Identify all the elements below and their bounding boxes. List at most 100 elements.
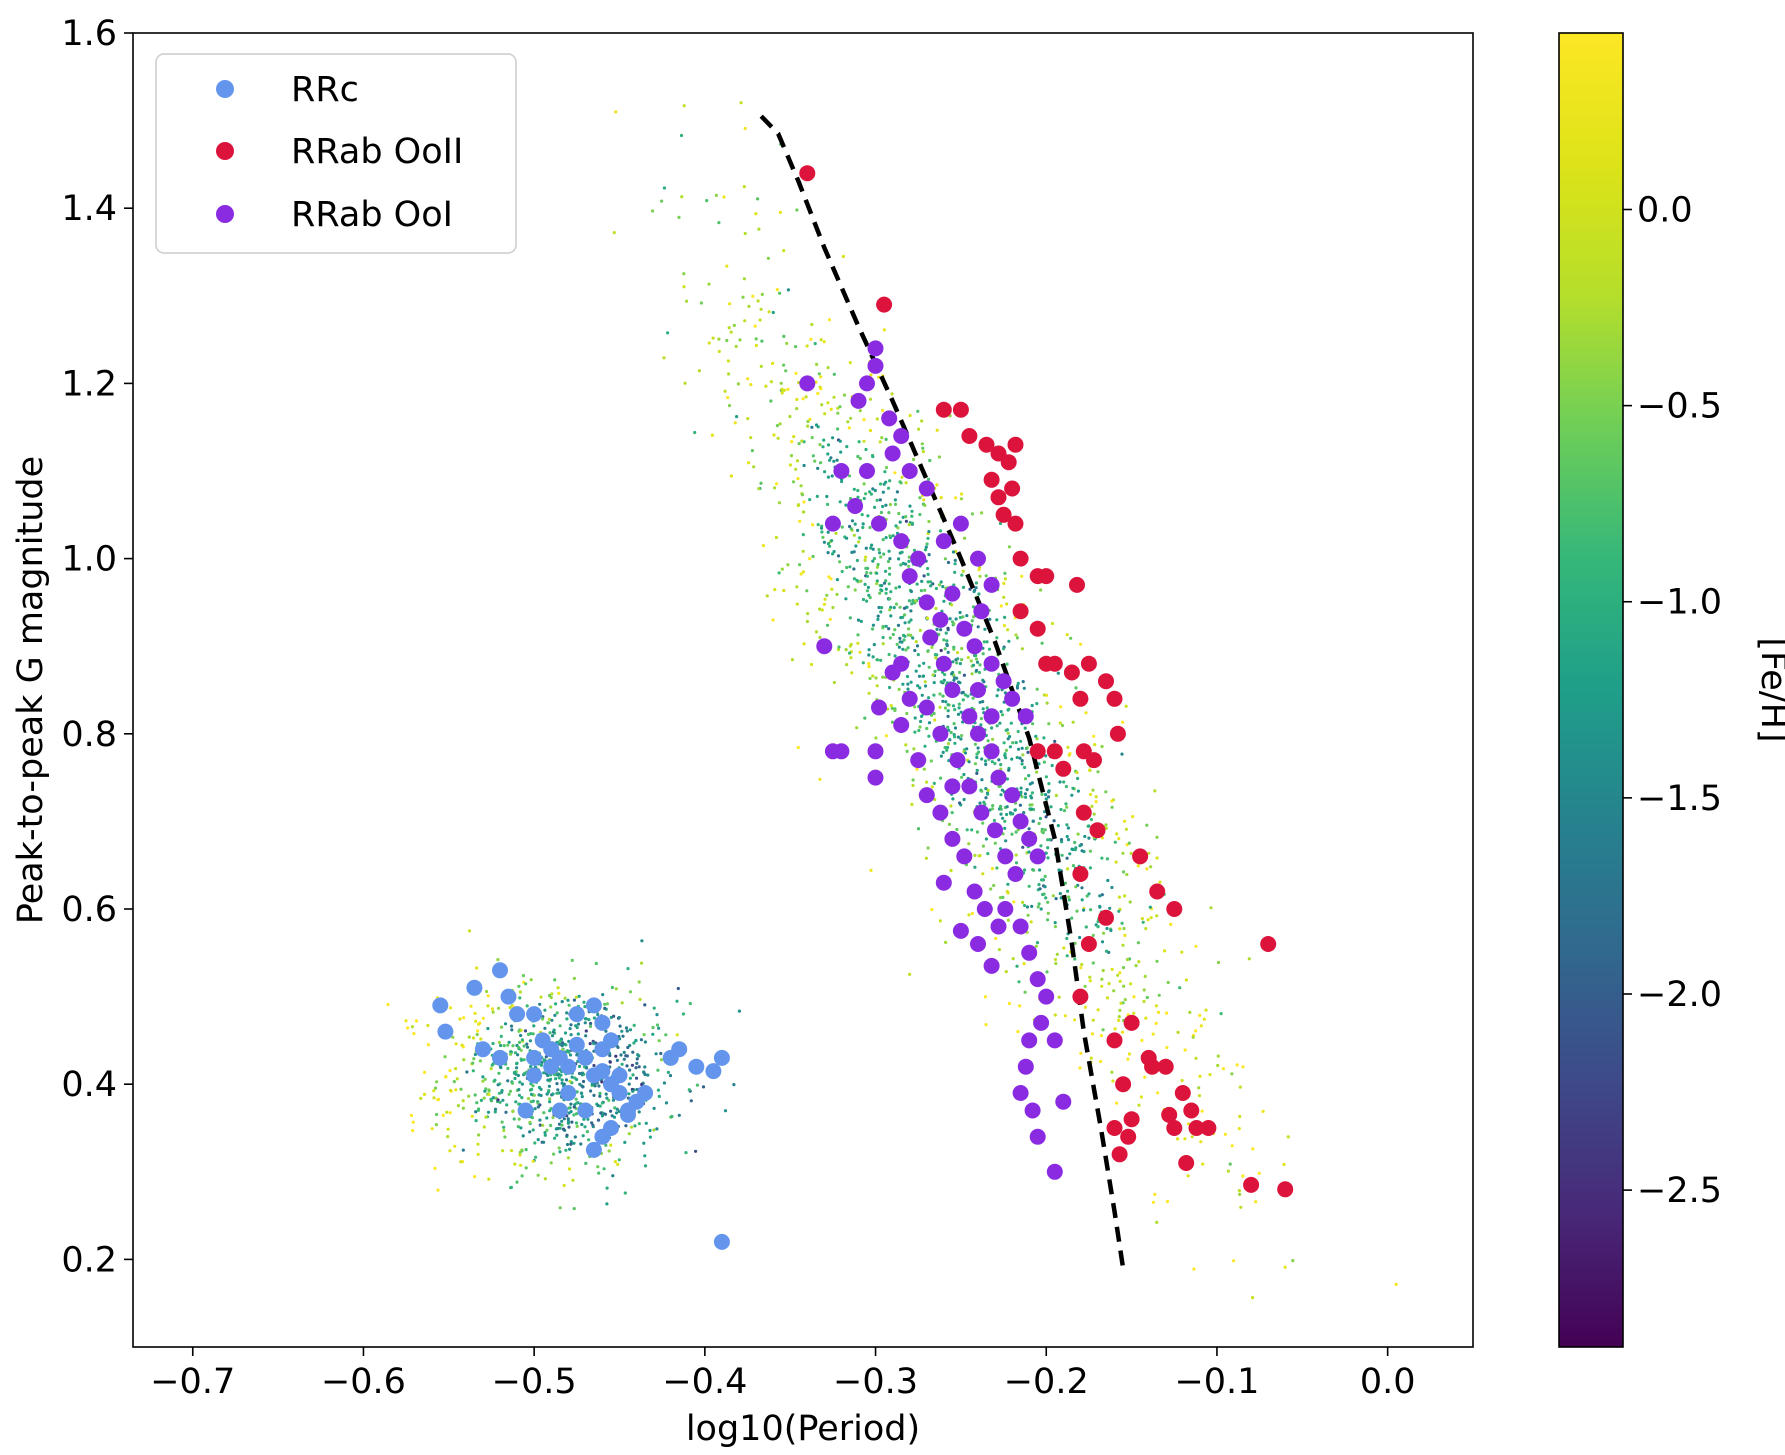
field-star: [736, 382, 741, 386]
field-star: [880, 606, 884, 610]
field-star: [1156, 1010, 1161, 1015]
field-star: [549, 1123, 553, 1128]
field-star: [962, 772, 966, 777]
field-star: [1063, 1014, 1067, 1018]
field-star: [533, 1141, 537, 1145]
field-star: [541, 1123, 545, 1127]
field-star: [487, 1088, 491, 1092]
field-star: [946, 709, 950, 713]
field-star: [923, 684, 928, 688]
field-star: [942, 638, 946, 642]
field-star: [456, 1104, 460, 1108]
field-star: [943, 673, 947, 677]
field-star: [999, 710, 1003, 714]
point-rrab-ooi: [867, 769, 884, 786]
dashed-curve: [759, 114, 1126, 1269]
field-star: [1004, 728, 1008, 733]
field-star: [866, 585, 871, 590]
field-star: [722, 195, 726, 199]
field-star: [898, 480, 902, 484]
y-tick-label: 0.2: [61, 1240, 117, 1280]
point-rrab-ooii: [1106, 1120, 1123, 1136]
field-star: [889, 605, 893, 610]
field-star: [916, 827, 921, 831]
field-star: [538, 1103, 542, 1107]
field-star: [711, 336, 715, 340]
field-star: [903, 613, 907, 617]
field-star: [970, 828, 974, 832]
field-star: [865, 571, 869, 575]
field-star: [534, 1155, 538, 1159]
field-star: [820, 403, 824, 407]
field-star: [1235, 1063, 1239, 1067]
field-star: [946, 560, 951, 565]
field-star: [1018, 1004, 1022, 1008]
field-star: [1054, 961, 1058, 966]
field-star: [840, 569, 844, 574]
field-star: [942, 599, 946, 603]
field-star: [622, 1057, 626, 1061]
field-star: [830, 587, 834, 591]
field-star: [934, 606, 938, 611]
field-star: [1198, 1013, 1202, 1018]
field-star: [1034, 734, 1038, 739]
field-star: [652, 1128, 656, 1132]
field-star: [962, 673, 967, 677]
field-star: [1118, 971, 1122, 975]
field-star: [557, 1146, 561, 1150]
field-star: [876, 617, 880, 622]
field-star: [998, 896, 1003, 900]
field-star: [532, 1093, 536, 1097]
point-rrab-ooii: [1046, 743, 1063, 760]
field-star: [893, 498, 898, 502]
field-star: [873, 505, 877, 509]
field-star: [520, 1096, 524, 1100]
point-rrc: [509, 1006, 526, 1023]
y-tick-label: 1.2: [61, 364, 117, 404]
field-star: [643, 1065, 647, 1069]
field-star: [668, 1074, 673, 1078]
point-rrab-ooi: [1004, 690, 1021, 707]
field-star: [564, 1078, 569, 1082]
field-star: [1001, 816, 1005, 820]
field-star: [980, 757, 984, 761]
point-rrc: [603, 1076, 619, 1093]
field-star: [513, 1076, 517, 1081]
field-star: [889, 614, 893, 618]
field-star: [1034, 944, 1038, 948]
field-star: [935, 627, 939, 632]
point-rrab-ooi: [867, 743, 884, 760]
field-star: [1078, 935, 1082, 940]
field-star: [676, 986, 680, 991]
field-star: [642, 1033, 646, 1037]
field-star: [699, 301, 704, 305]
field-star: [819, 526, 824, 530]
field-star: [956, 657, 960, 661]
field-star: [878, 551, 882, 555]
field-star: [991, 804, 995, 808]
field-star: [939, 648, 943, 653]
field-star: [1002, 581, 1006, 586]
field-star: [577, 1064, 582, 1068]
field-star: [923, 588, 927, 592]
field-star: [1121, 720, 1125, 724]
field-star: [898, 605, 902, 609]
point-rrab-ooi: [983, 576, 1000, 593]
field-star: [472, 1057, 476, 1061]
point-rrab-ooi: [990, 769, 1007, 786]
field-star: [579, 1142, 583, 1146]
field-star: [1251, 1147, 1255, 1151]
field-star: [677, 215, 681, 219]
field-star: [1180, 1078, 1184, 1083]
field-star: [800, 439, 804, 443]
field-star: [503, 1135, 507, 1139]
field-star: [977, 670, 982, 675]
field-star: [1166, 980, 1170, 985]
field-star: [432, 1096, 436, 1100]
point-rrab-ooi: [932, 611, 949, 628]
field-star: [490, 1007, 495, 1011]
field-star: [562, 1183, 566, 1188]
field-star: [1126, 1057, 1130, 1061]
field-star: [473, 1093, 477, 1097]
field-star: [1045, 693, 1049, 697]
